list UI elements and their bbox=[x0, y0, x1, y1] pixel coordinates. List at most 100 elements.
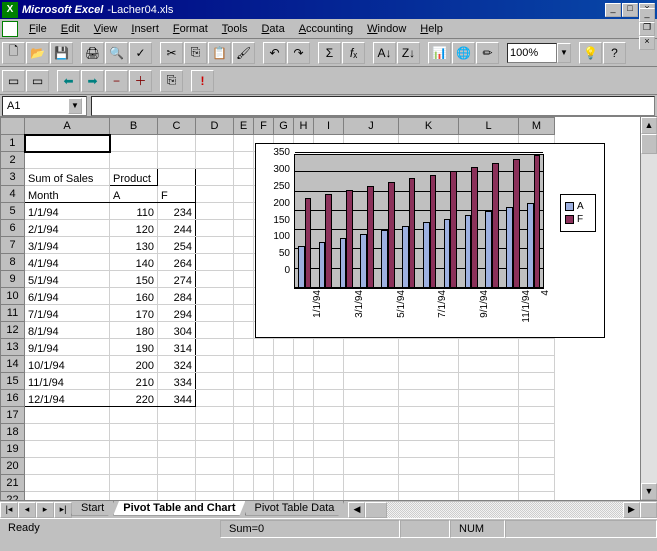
row-header-8[interactable]: 8 bbox=[1, 254, 25, 271]
cell-K14[interactable] bbox=[399, 356, 459, 373]
cell-B4[interactable]: A bbox=[110, 186, 158, 203]
autosum-button[interactable]: Σ bbox=[318, 42, 341, 64]
col-header-L[interactable]: L bbox=[459, 118, 519, 135]
cell-K22[interactable] bbox=[399, 492, 459, 501]
size-grip[interactable] bbox=[640, 502, 657, 518]
cell-F21[interactable] bbox=[254, 475, 274, 492]
cell-A6[interactable]: 2/1/94 bbox=[25, 220, 110, 237]
cell-G19[interactable] bbox=[274, 441, 294, 458]
cell-A20[interactable] bbox=[25, 458, 110, 475]
cell-L18[interactable] bbox=[459, 424, 519, 441]
row-header-9[interactable]: 9 bbox=[1, 271, 25, 288]
cell-A8[interactable]: 4/1/94 bbox=[25, 254, 110, 271]
cell-C5[interactable]: 234 bbox=[158, 203, 196, 220]
cell-F17[interactable] bbox=[254, 407, 274, 424]
cell-C3[interactable] bbox=[158, 169, 196, 186]
cell-M19[interactable] bbox=[519, 441, 555, 458]
col-header-J[interactable]: J bbox=[344, 118, 399, 135]
cell-I17[interactable] bbox=[314, 407, 344, 424]
cell-B9[interactable]: 150 bbox=[110, 271, 158, 288]
cell-I19[interactable] bbox=[314, 441, 344, 458]
row-header-13[interactable]: 13 bbox=[1, 339, 25, 356]
cell-A19[interactable] bbox=[25, 441, 110, 458]
cell-C4[interactable]: F bbox=[158, 186, 196, 203]
cell-B5[interactable]: 110 bbox=[110, 203, 158, 220]
cell-G16[interactable] bbox=[274, 390, 294, 407]
new-button[interactable]: 🗋 bbox=[2, 42, 25, 64]
cell-D2[interactable] bbox=[196, 152, 234, 169]
col-header-C[interactable]: C bbox=[158, 118, 196, 135]
cell-D9[interactable] bbox=[196, 271, 234, 288]
cell-E5[interactable] bbox=[234, 203, 254, 220]
row-header-21[interactable]: 21 bbox=[1, 475, 25, 492]
tab-last-button[interactable]: ▸| bbox=[54, 502, 72, 518]
name-box[interactable]: A1 ▼ bbox=[2, 96, 87, 116]
cell-E8[interactable] bbox=[234, 254, 254, 271]
maximize-button[interactable]: □ bbox=[622, 3, 638, 17]
col-header-A[interactable]: A bbox=[25, 118, 110, 135]
undo-button[interactable]: ↶ bbox=[263, 42, 286, 64]
cell-J13[interactable] bbox=[344, 339, 399, 356]
cell-K15[interactable] bbox=[399, 373, 459, 390]
cell-C7[interactable]: 254 bbox=[158, 237, 196, 254]
save-button[interactable]: 💾 bbox=[50, 42, 73, 64]
cell-B12[interactable]: 180 bbox=[110, 322, 158, 339]
col-header-H[interactable]: H bbox=[294, 118, 314, 135]
cell-A3[interactable]: Sum of Sales bbox=[25, 169, 110, 186]
cell-D12[interactable] bbox=[196, 322, 234, 339]
cell-I13[interactable] bbox=[314, 339, 344, 356]
menu-view[interactable]: View bbox=[87, 21, 125, 37]
cell-I18[interactable] bbox=[314, 424, 344, 441]
cell-M17[interactable] bbox=[519, 407, 555, 424]
formula-bar[interactable] bbox=[91, 96, 655, 116]
cell-D13[interactable] bbox=[196, 339, 234, 356]
scroll-right-button[interactable]: ▶ bbox=[623, 502, 640, 518]
cell-B11[interactable]: 170 bbox=[110, 305, 158, 322]
cell-K19[interactable] bbox=[399, 441, 459, 458]
tb2-copy[interactable]: ⎘ bbox=[160, 70, 183, 92]
cell-A13[interactable]: 9/1/94 bbox=[25, 339, 110, 356]
cell-G20[interactable] bbox=[274, 458, 294, 475]
cell-F22[interactable] bbox=[254, 492, 274, 501]
cell-C16[interactable]: 344 bbox=[158, 390, 196, 407]
zoom-input[interactable] bbox=[507, 43, 557, 63]
cell-D15[interactable] bbox=[196, 373, 234, 390]
cell-I22[interactable] bbox=[314, 492, 344, 501]
cell-G13[interactable] bbox=[274, 339, 294, 356]
row-header-1[interactable]: 1 bbox=[1, 135, 25, 152]
col-header-E[interactable]: E bbox=[234, 118, 254, 135]
col-header-K[interactable]: K bbox=[399, 118, 459, 135]
cell-M21[interactable] bbox=[519, 475, 555, 492]
cell-M18[interactable] bbox=[519, 424, 555, 441]
scroll-up-button[interactable]: ▲ bbox=[641, 117, 657, 134]
cell-D22[interactable] bbox=[196, 492, 234, 501]
cell-M16[interactable] bbox=[519, 390, 555, 407]
cell-A21[interactable] bbox=[25, 475, 110, 492]
print-button[interactable]: 🖨 bbox=[81, 42, 104, 64]
cell-C11[interactable]: 294 bbox=[158, 305, 196, 322]
cell-B21[interactable] bbox=[110, 475, 158, 492]
row-header-10[interactable]: 10 bbox=[1, 288, 25, 305]
cell-A4[interactable]: Month bbox=[25, 186, 110, 203]
cell-E11[interactable] bbox=[234, 305, 254, 322]
cell-M15[interactable] bbox=[519, 373, 555, 390]
tb2-plus[interactable]: ＋ bbox=[129, 70, 152, 92]
cell-F13[interactable] bbox=[254, 339, 274, 356]
cell-F14[interactable] bbox=[254, 356, 274, 373]
cell-H19[interactable] bbox=[294, 441, 314, 458]
cell-C17[interactable] bbox=[158, 407, 196, 424]
cell-A5[interactable]: 1/1/94 bbox=[25, 203, 110, 220]
cell-H21[interactable] bbox=[294, 475, 314, 492]
cell-B14[interactable]: 200 bbox=[110, 356, 158, 373]
cell-L17[interactable] bbox=[459, 407, 519, 424]
cell-H22[interactable] bbox=[294, 492, 314, 501]
cell-A17[interactable] bbox=[25, 407, 110, 424]
cell-D20[interactable] bbox=[196, 458, 234, 475]
cell-M22[interactable] bbox=[519, 492, 555, 501]
cell-E2[interactable] bbox=[234, 152, 254, 169]
cell-A14[interactable]: 10/1/94 bbox=[25, 356, 110, 373]
row-header-19[interactable]: 19 bbox=[1, 441, 25, 458]
cell-D8[interactable] bbox=[196, 254, 234, 271]
cell-B19[interactable] bbox=[110, 441, 158, 458]
col-header-B[interactable]: B bbox=[110, 118, 158, 135]
